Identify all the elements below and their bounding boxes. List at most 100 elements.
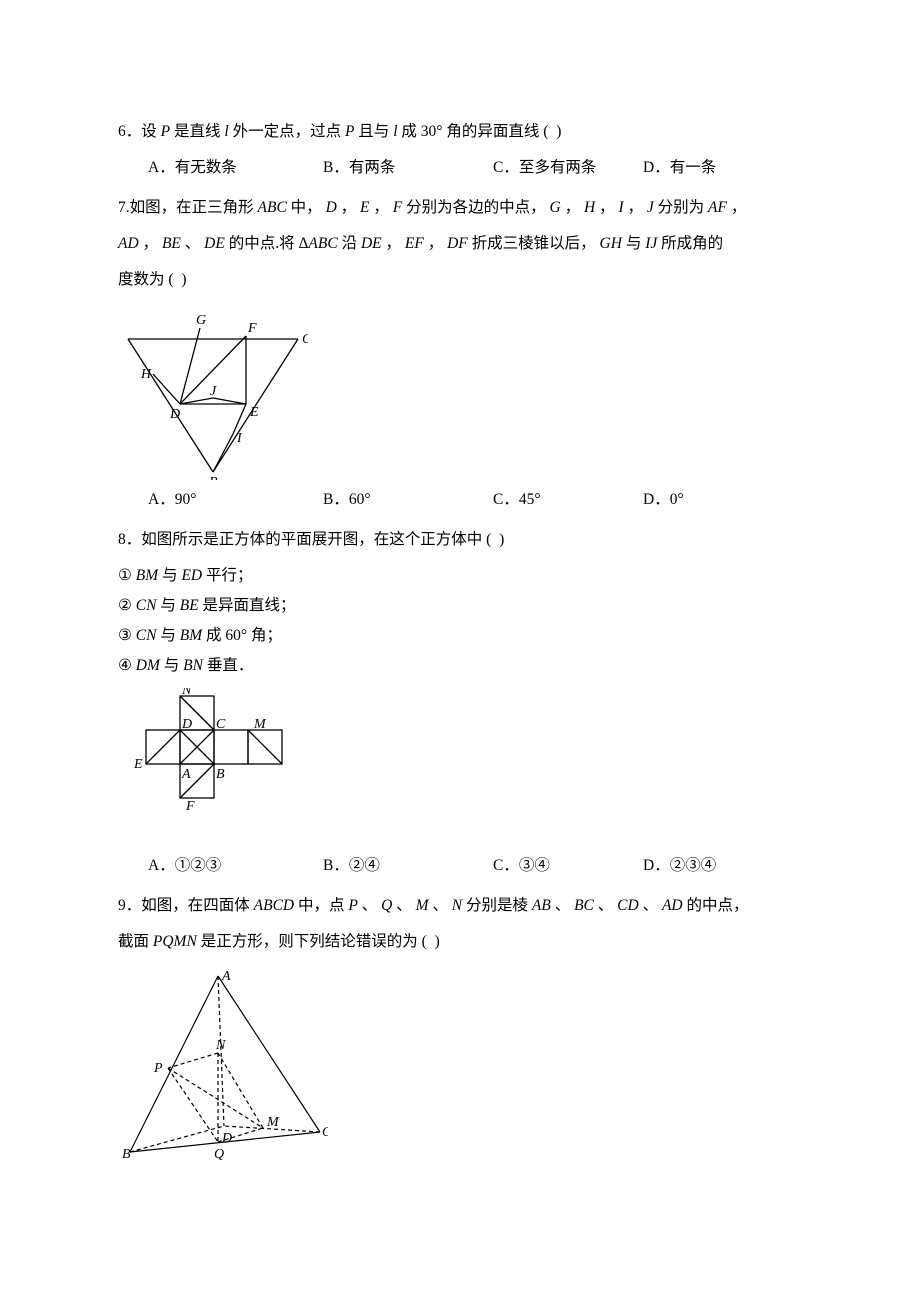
q9-N: N bbox=[452, 897, 462, 914]
q8-s4-m: 与 bbox=[164, 657, 180, 674]
q6-paren: ( ) bbox=[543, 123, 563, 140]
q8-s4-n: ④ bbox=[118, 657, 132, 674]
q8-s1-t: 平行； bbox=[206, 567, 253, 584]
q9-pre2: 截面 bbox=[118, 933, 149, 950]
q9-e2: 、 bbox=[594, 897, 613, 914]
q9-m2: 分别是棱 bbox=[466, 897, 528, 914]
q8-s4-a: DM bbox=[136, 657, 160, 674]
q7-opt-C[interactable]: C．45° bbox=[493, 488, 541, 512]
svg-text:Q: Q bbox=[214, 1147, 224, 1160]
q7-line3: 度数为 ( ) bbox=[118, 268, 810, 292]
q7-d1: ， bbox=[139, 235, 158, 252]
q7-tail2: ， bbox=[731, 199, 747, 216]
svg-text:F: F bbox=[247, 321, 257, 336]
q8-s3-t: 角； bbox=[251, 627, 282, 644]
q7-line2: AD ， BE 、 DE 的中点.将 ΔABC 沿 DE ， EF ， DF 折… bbox=[118, 232, 810, 256]
q8-stem: 8．如图所示是正方体的平面展开图，在这个正方体中 ( ) bbox=[118, 528, 810, 552]
q8-s2-b: BE bbox=[180, 597, 199, 614]
q9-AD: AD bbox=[662, 897, 683, 914]
q7-opt-D[interactable]: D．0° bbox=[643, 488, 684, 512]
q8-s3: ③ CN 与 BM 成 60 角； bbox=[118, 624, 810, 648]
q8-s2: ② CN 与 BE 是异面直线； bbox=[118, 594, 810, 618]
q6-m3: 且与 bbox=[358, 123, 389, 140]
q7-BE: BE bbox=[162, 235, 181, 252]
q7-tail: 分别为 bbox=[658, 199, 705, 216]
svg-text:A: A bbox=[221, 969, 231, 984]
q7-line1: 7.如图，在正三角形 ABC 中， D ， E ， F 分别为各边的中点， G … bbox=[118, 196, 810, 220]
q9-M: M bbox=[416, 897, 429, 914]
svg-text:F: F bbox=[185, 799, 195, 814]
q7-opt-A[interactable]: A．90° bbox=[148, 488, 196, 512]
q8-s3-b: BM bbox=[180, 627, 202, 644]
q7-opt-B[interactable]: B．60° bbox=[323, 488, 371, 512]
q9-AB: AB bbox=[532, 897, 551, 914]
q7-F: F bbox=[393, 199, 402, 216]
q8-pre: 8．如图所示是正方体的平面展开图，在这个正方体中 bbox=[118, 531, 482, 548]
triangle-icon: Δ bbox=[298, 235, 308, 252]
q8-s1-b: ED bbox=[181, 567, 202, 584]
q6-opt-A[interactable]: A．有无数条 bbox=[148, 156, 237, 180]
q6-m1: 是直线 bbox=[174, 123, 221, 140]
q7-c5: ， bbox=[624, 199, 643, 216]
q8-s3-m: 与 bbox=[160, 627, 176, 644]
q7-m2: 分别为各边的中点， bbox=[406, 199, 546, 216]
svg-text:P: P bbox=[153, 1061, 163, 1076]
q7-EF: EF bbox=[405, 235, 424, 252]
q7-cc1: ， bbox=[382, 235, 401, 252]
q8-opt-B[interactable]: B．②④ bbox=[323, 854, 380, 878]
q6-opt-B[interactable]: B．有两条 bbox=[323, 156, 395, 180]
q9-BC: BC bbox=[574, 897, 594, 914]
q7-GH: GH bbox=[600, 235, 622, 252]
svg-text:D: D bbox=[181, 717, 192, 732]
q9-line2: 截面 PQMN 是正方形，则下列结论错误的为 ( ) bbox=[118, 930, 810, 954]
q6-options: A．有无数条 B．有两条 C．至多有两条 D．有一条 bbox=[148, 156, 810, 178]
q8-s3-m2: 成 bbox=[206, 627, 222, 644]
q7-figure: ACBGFHDEJI bbox=[118, 304, 810, 480]
q6-P2: P bbox=[345, 123, 354, 140]
svg-text:C: C bbox=[216, 717, 226, 732]
q9-d3: 、 bbox=[429, 897, 448, 914]
q8-opt-C[interactable]: C．③④ bbox=[493, 854, 550, 878]
q8-opt-D[interactable]: D．②③④ bbox=[643, 854, 716, 878]
q7-D: D bbox=[326, 199, 337, 216]
q7-IJ: IJ bbox=[645, 235, 657, 252]
q8-s2-t: 是异面直线； bbox=[203, 597, 296, 614]
svg-text:C: C bbox=[322, 1125, 328, 1140]
svg-text:I: I bbox=[236, 431, 243, 446]
q7-E: E bbox=[360, 199, 369, 216]
q8-s1-n: ① bbox=[118, 567, 132, 584]
q6-opt-C[interactable]: C．至多有两条 bbox=[493, 156, 596, 180]
q7-ABC2: ABC bbox=[308, 235, 337, 252]
q6-opt-D[interactable]: D．有一条 bbox=[643, 156, 716, 180]
q8-paren: ( ) bbox=[486, 531, 506, 548]
svg-text:A: A bbox=[181, 767, 191, 782]
q7-d2: 、 bbox=[181, 235, 200, 252]
q7-mid: 的中点.将 bbox=[229, 235, 295, 252]
q9-Q: Q bbox=[381, 897, 392, 914]
q9-d2: 、 bbox=[392, 897, 411, 914]
q9-pre: 9．如图，在四面体 bbox=[118, 897, 250, 914]
q9-e1: 、 bbox=[551, 897, 570, 914]
q9-P: P bbox=[348, 897, 357, 914]
q8-s2-m: 与 bbox=[160, 597, 176, 614]
q7-options: A．90° B．60° C．45° D．0° bbox=[148, 488, 810, 510]
q8-s2-n: ② bbox=[118, 597, 132, 614]
q8-s1-a: BM bbox=[136, 567, 158, 584]
q9-d1: 、 bbox=[358, 897, 377, 914]
svg-text:B: B bbox=[209, 475, 218, 480]
svg-text:B: B bbox=[122, 1147, 131, 1160]
svg-text:M: M bbox=[266, 1115, 280, 1130]
q8-s1-m: 与 bbox=[162, 567, 178, 584]
q9-mid: 是正方形，则下列结论错误的为 bbox=[201, 933, 418, 950]
svg-text:N: N bbox=[215, 1038, 226, 1053]
q6-tail: 角的异面直线 bbox=[446, 123, 539, 140]
q6-m4: 成 bbox=[401, 123, 417, 140]
q6-pre: 6．设 bbox=[118, 123, 157, 140]
q6-l1: l bbox=[224, 123, 228, 140]
q8-opt-A[interactable]: A．①②③ bbox=[148, 854, 221, 878]
svg-text:G: G bbox=[196, 313, 206, 328]
q7-DF: DF bbox=[447, 235, 468, 252]
svg-text:C: C bbox=[302, 332, 308, 347]
q7-paren: ( ) bbox=[168, 271, 188, 288]
q9-paren: ( ) bbox=[422, 933, 442, 950]
